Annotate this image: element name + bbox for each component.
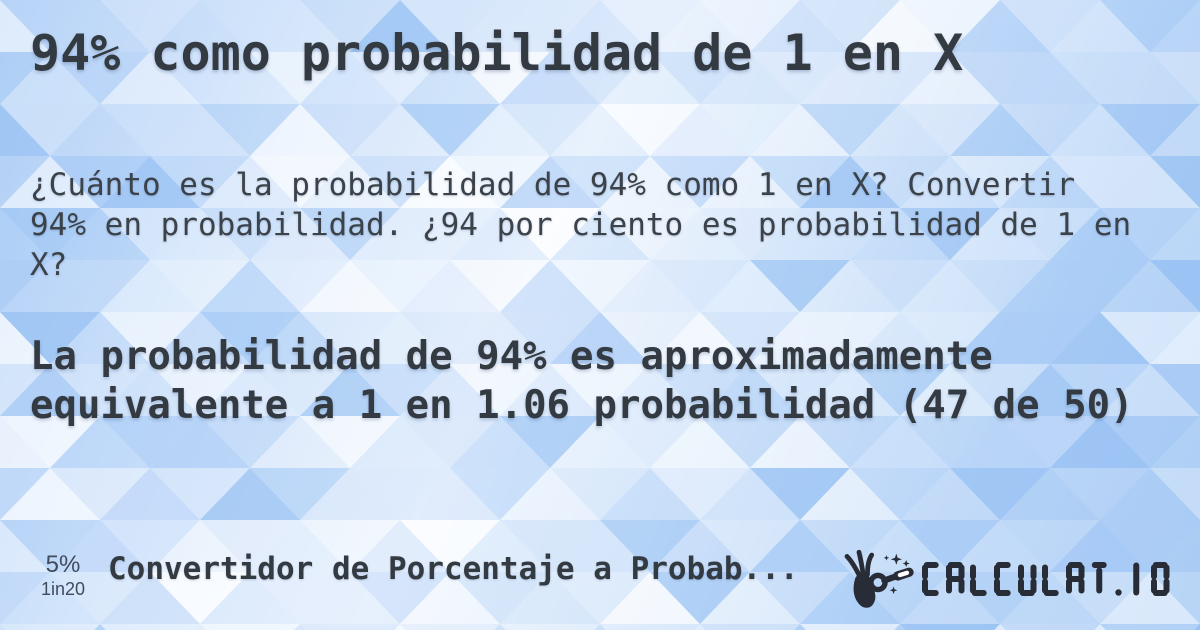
calculatio-logotype [921, 562, 1169, 596]
converter-name: Convertidor de Porcentaje a Probab... [108, 551, 799, 587]
magic-wand-hand-icon [844, 549, 914, 608]
answer-statement: La probabilidad de 94% es aproximadament… [30, 334, 1134, 428]
footer: 5% 1in20 Convertidor de Porcentaje a Pro… [30, 540, 1172, 618]
badge-odds-label: 1in20 [40, 579, 86, 599]
badge-percent-label: 5% [45, 551, 81, 578]
calculatio-logo [842, 548, 1173, 610]
page-title: 94% como probabilidad de 1 en X [30, 24, 964, 82]
page-description: ¿Cuánto es la probabilidad de 94% como 1… [30, 167, 1132, 283]
converter-badge: 5% 1in20 [30, 551, 96, 600]
